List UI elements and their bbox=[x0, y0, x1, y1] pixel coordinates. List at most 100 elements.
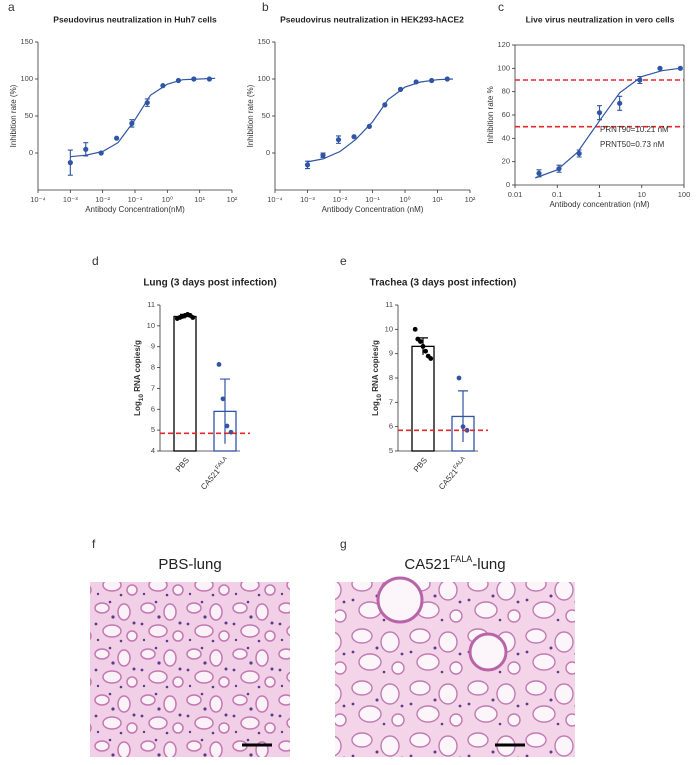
y-axis-label-part: RNA copies/g bbox=[371, 340, 380, 394]
x-tick-label: PBS bbox=[174, 456, 191, 474]
figure-title: CA521FALA-lung bbox=[404, 554, 505, 573]
figure-title: PBS-lung bbox=[158, 556, 221, 573]
chart-title: Lung (3 days post infection) bbox=[143, 278, 276, 289]
y-tick-label: 7 bbox=[389, 397, 393, 406]
chart-panel: b Pseudovirus neutralization in HEK293-hA… bbox=[246, 0, 476, 214]
x-tick-label: 10⁻³ bbox=[63, 195, 78, 204]
x-tick-label: 10¹ bbox=[194, 195, 205, 204]
panel-label: e bbox=[340, 254, 347, 268]
y-tick-label: 10 bbox=[147, 321, 155, 330]
x-tick-label: 10⁰ bbox=[399, 195, 410, 204]
chart-panel: d Lung (3 days post infection) 4 5 6 7 8 9 10 11 L… bbox=[92, 254, 277, 491]
y-tick-label: 20 bbox=[502, 157, 510, 166]
y-tick-label: 11 bbox=[385, 300, 393, 309]
data-point bbox=[657, 65, 663, 71]
data-point bbox=[190, 315, 196, 320]
y-tick-label: 8 bbox=[389, 373, 393, 382]
y-axis-label-part: Log bbox=[133, 401, 142, 416]
data-point bbox=[382, 102, 388, 108]
data-point bbox=[596, 110, 603, 116]
annotation: PRNT90=10.21 nM bbox=[600, 125, 669, 134]
x-tick-label: 10² bbox=[465, 195, 476, 204]
histology-g bbox=[335, 576, 575, 757]
figure-title-part: CA521 bbox=[404, 556, 450, 573]
histology-f bbox=[90, 582, 290, 757]
x-tick-label: PBS bbox=[412, 456, 429, 474]
panel-label: g bbox=[340, 537, 347, 551]
y-tick-label: 150 bbox=[20, 37, 33, 46]
data-point bbox=[412, 326, 418, 332]
data-point bbox=[444, 76, 450, 82]
panel-label: d bbox=[92, 254, 99, 268]
y-tick-label: 120 bbox=[497, 40, 510, 49]
fit-curve bbox=[307, 78, 454, 163]
y-axis-label: Inhibition rate (%) bbox=[9, 84, 18, 147]
x-axis-label: Antibody Concentration (nM) bbox=[322, 205, 424, 214]
data-point bbox=[397, 86, 404, 92]
y-tick-label: 5 bbox=[151, 425, 155, 434]
y-tick-label: 150 bbox=[257, 37, 270, 46]
y-axis-label-part: RNA copies/g bbox=[133, 340, 142, 394]
fit-curve bbox=[534, 67, 680, 179]
chart-panel: c Live virus neutralization in vero cells… bbox=[486, 0, 690, 209]
x-tick-label: 10⁻¹ bbox=[365, 195, 380, 204]
panel-label: a bbox=[8, 0, 15, 14]
chart-title: Pseudovirus neutralization in Huh7 cells bbox=[53, 14, 217, 24]
y-tick-label: 4 bbox=[151, 446, 155, 455]
bar bbox=[411, 345, 435, 452]
x-tick-label: 10¹ bbox=[432, 195, 443, 204]
y-tick-label: 0 bbox=[266, 148, 270, 157]
x-tick-label: CA521FALA bbox=[437, 456, 469, 492]
x-tick-label: 10⁻⁴ bbox=[267, 195, 283, 204]
panel-label: c bbox=[498, 0, 504, 14]
data-point bbox=[216, 362, 222, 367]
x-tick-label: 10⁻² bbox=[333, 195, 348, 204]
y-tick-label: 7 bbox=[151, 383, 155, 392]
panel-label: f bbox=[92, 537, 96, 551]
data-point bbox=[418, 339, 423, 344]
figure-title-part: PBS-lung bbox=[158, 556, 221, 573]
x-tick-label: 10 bbox=[638, 190, 646, 199]
data-point bbox=[98, 150, 104, 156]
data-point bbox=[428, 356, 434, 361]
chart-panel: a Pseudovirus neutralization in Huh7 cell… bbox=[8, 0, 238, 214]
data-point bbox=[335, 137, 342, 143]
x-tick-label: 100 bbox=[678, 190, 691, 199]
data-point bbox=[420, 343, 426, 349]
y-axis-label-part: 10 bbox=[376, 394, 383, 402]
x-tick-label: CA521FALA bbox=[199, 456, 231, 492]
x-tick-label: 10² bbox=[227, 195, 238, 204]
annotation: PRNT50=0.73 nM bbox=[600, 140, 665, 149]
y-axis-label: Log10 RNA copies/g bbox=[133, 340, 145, 416]
x-tick-label: 10⁰ bbox=[162, 195, 173, 204]
x-tick-label: 0.01 bbox=[508, 190, 523, 199]
y-tick-label: 0 bbox=[29, 148, 33, 157]
data-point bbox=[320, 152, 326, 158]
y-tick-label: 100 bbox=[497, 63, 510, 72]
histology-image bbox=[90, 582, 290, 757]
y-tick-label: 50 bbox=[262, 111, 270, 120]
error-bar bbox=[458, 390, 468, 442]
y-axis-label-part: Log bbox=[371, 401, 380, 416]
y-axis-label: Inhibition rate % bbox=[486, 86, 495, 143]
data-point bbox=[677, 65, 683, 71]
y-tick-label: 8 bbox=[151, 363, 155, 372]
category-label: PBS bbox=[412, 456, 429, 474]
y-tick-label: 5 bbox=[389, 446, 393, 455]
y-tick-label: 9 bbox=[389, 349, 393, 358]
data-point bbox=[129, 120, 135, 126]
y-tick-label: 6 bbox=[151, 404, 155, 413]
x-tick-label: 10⁻² bbox=[95, 195, 110, 204]
x-axis-label: Antibody concentration (nM) bbox=[549, 200, 649, 209]
bronchiole bbox=[376, 576, 424, 624]
y-tick-label: 100 bbox=[257, 74, 270, 83]
figure-title-part: -lung bbox=[472, 556, 505, 573]
chart-title: Trachea (3 days post infection) bbox=[370, 278, 517, 289]
data-point bbox=[536, 170, 542, 176]
x-tick-label: 10⁻⁴ bbox=[30, 195, 46, 204]
chart-panel: e Trachea (3 days post infection) 5 6 7 8 9 10 1… bbox=[340, 254, 516, 491]
y-tick-label: 40 bbox=[502, 133, 510, 142]
data-point bbox=[576, 150, 582, 157]
